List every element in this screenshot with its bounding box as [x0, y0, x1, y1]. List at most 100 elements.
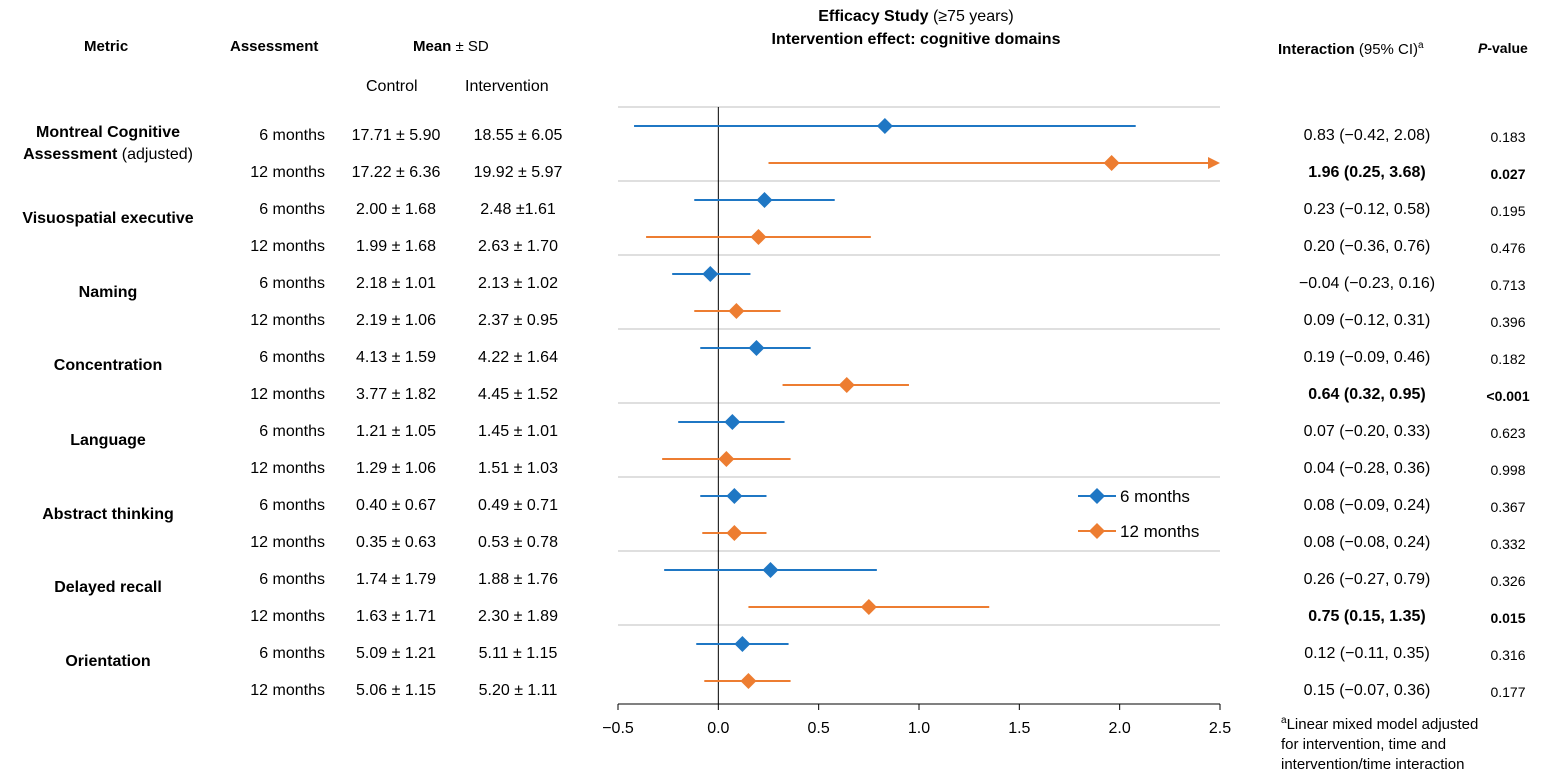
- pvalue-cell: 0.316: [1490, 647, 1526, 663]
- interaction-ci-cell: 0.08 (−0.09, 0.24): [1303, 497, 1431, 514]
- control-cell: 5.06 ± 1.15: [356, 682, 436, 699]
- x-tick-label: 0.0: [707, 720, 729, 737]
- title-age: (≥75 years): [928, 8, 1014, 25]
- interaction-ci-cell: 0.64 (0.32, 0.95): [1308, 386, 1426, 403]
- ci-arrow-head: [1208, 157, 1220, 169]
- assessment-cell: 12 months: [250, 312, 325, 329]
- pvalue-cell: 0.182: [1490, 351, 1526, 367]
- footnote-line-3: intervention/time interaction: [1281, 756, 1465, 773]
- interaction-ci-cell: 0.75 (0.15, 1.35): [1308, 608, 1426, 625]
- assessment-cell: 6 months: [259, 349, 325, 366]
- estimate-diamond: [860, 599, 877, 615]
- intervention-header: Intervention: [465, 78, 549, 95]
- estimate-diamond: [756, 192, 773, 208]
- pvalue-cell: 0.367: [1490, 499, 1526, 515]
- legend-label: 6 months: [1120, 487, 1190, 506]
- estimate-diamond: [726, 525, 743, 541]
- control-cell: 1.21 ± 1.05: [356, 423, 436, 440]
- assessment-cell: 6 months: [259, 571, 325, 588]
- legend-diamond: [1089, 488, 1105, 504]
- interaction-ci-label: (95% CI): [1354, 41, 1419, 58]
- metric-label-abstract-thinking: Abstract thinking: [42, 506, 174, 523]
- sd-label: ± SD: [451, 38, 489, 55]
- control-cell: 2.18 ± 1.01: [356, 275, 436, 292]
- assessment-cell: 12 months: [250, 460, 325, 477]
- footnote-mark: a: [1281, 715, 1287, 726]
- interaction-ci-cell: 0.23 (−0.12, 0.58): [1303, 201, 1431, 218]
- assessment-cell: 12 months: [250, 164, 325, 181]
- x-tick-label: 0.5: [808, 720, 830, 737]
- pvalue-cell: 0.326: [1490, 573, 1526, 589]
- intervention-cell: 1.51 ± 1.03: [478, 460, 558, 477]
- assessment-cell: 6 months: [259, 497, 325, 514]
- control-cell: 1.74 ± 1.79: [356, 571, 436, 588]
- control-cell: 0.35 ± 0.63: [356, 534, 436, 551]
- interaction-ci-cell: 0.26 (−0.27, 0.79): [1303, 571, 1431, 588]
- assessment-cell: 12 months: [250, 608, 325, 625]
- x-tick-label: −0.5: [602, 720, 634, 737]
- estimate-diamond: [750, 229, 767, 245]
- control-header: Control: [366, 78, 418, 95]
- metric-label-language: Language: [70, 432, 146, 449]
- pvalue-cell: 0.177: [1490, 684, 1526, 700]
- intervention-cell: 19.92 ± 5.97: [473, 164, 563, 181]
- intervention-cell: 2.63 ± 1.70: [478, 238, 558, 255]
- intervention-cell: 1.45 ± 1.01: [478, 423, 558, 440]
- estimate-diamond: [740, 673, 757, 689]
- pvalue-cell: 0.998: [1490, 462, 1526, 478]
- chart-title: Efficacy Study (≥75 years) Intervention …: [606, 8, 1226, 49]
- title-study: Efficacy Study: [818, 8, 929, 25]
- footnote-line-2: for intervention, time and: [1281, 736, 1447, 753]
- pvalue-cell: 0.476: [1490, 240, 1526, 256]
- mean-label: Mean: [413, 38, 452, 55]
- assessment-cell: 12 months: [250, 534, 325, 551]
- control-cell: 2.00 ± 1.68: [356, 201, 436, 218]
- estimate-diamond: [702, 266, 719, 282]
- metric-moca-assessment: Assessment: [23, 146, 118, 163]
- assessment-header: Assessment: [230, 38, 319, 55]
- metric-moca-line-2: Assessment (adjusted): [0, 144, 228, 166]
- interaction-ci-cell: 0.04 (−0.28, 0.36): [1303, 460, 1431, 477]
- estimate-diamond: [1103, 155, 1120, 171]
- metric-moca-line-1: Montreal Cognitive: [35, 124, 180, 141]
- mean-sd-header: Mean ± SD: [413, 38, 489, 55]
- intervention-cell: 1.88 ± 1.76: [478, 571, 558, 588]
- intervention-cell: 0.53 ± 0.78: [478, 534, 558, 551]
- intervention-cell: 4.22 ± 1.64: [478, 349, 558, 366]
- interaction-ci-cell: 0.19 (−0.09, 0.46): [1303, 349, 1431, 366]
- control-cell: 1.63 ± 1.71: [356, 608, 436, 625]
- interaction-ci-cell: 0.07 (−0.20, 0.33): [1303, 423, 1431, 440]
- estimate-diamond: [724, 414, 741, 430]
- footnote: aLinear mixed model adjusted for interve…: [1281, 711, 1478, 775]
- pvalue-suffix: -value: [1487, 40, 1528, 56]
- intervention-cell: 4.45 ± 1.52: [478, 386, 558, 403]
- metric-label-delayed-recall: Delayed recall: [54, 579, 162, 596]
- estimate-diamond: [726, 488, 743, 504]
- footnote-line-1-text: Linear mixed model adjusted: [1286, 716, 1479, 733]
- title-line-1: Efficacy Study (≥75 years): [606, 8, 1226, 26]
- interaction-header: Interaction (95% CI)a: [1278, 40, 1424, 58]
- interaction-ci-cell: 0.15 (−0.07, 0.36): [1303, 682, 1431, 699]
- metric-header: Metric: [84, 38, 129, 55]
- interaction-ci-cell: 0.12 (−0.11, 0.35): [1304, 645, 1430, 662]
- pvalue-cell: <0.001: [1486, 388, 1530, 404]
- intervention-cell: 2.30 ± 1.89: [478, 608, 558, 625]
- control-cell: 2.19 ± 1.06: [356, 312, 436, 329]
- x-tick-label: 1.0: [908, 720, 930, 737]
- control-cell: 3.77 ± 1.82: [356, 386, 436, 403]
- interaction-ci-cell: 0.09 (−0.12, 0.31): [1303, 312, 1431, 329]
- pvalue-cell: 0.332: [1490, 536, 1526, 552]
- pvalue-cell: 0.623: [1490, 425, 1526, 441]
- assessment-cell: 6 months: [259, 423, 325, 440]
- estimate-diamond: [734, 636, 751, 652]
- legend-label: 12 months: [1120, 522, 1199, 541]
- metric-label-moca: Montreal Cognitive Assessment (adjusted): [0, 122, 228, 166]
- metric-label-concentration: Concentration: [53, 357, 163, 374]
- pvalue-cell: 0.713: [1490, 277, 1526, 293]
- pvalue-cell: 0.015: [1490, 610, 1526, 626]
- assessment-cell: 12 months: [250, 238, 325, 255]
- control-cell: 17.71 ± 5.90: [351, 127, 441, 144]
- control-cell: 1.99 ± 1.68: [356, 238, 436, 255]
- intervention-cell: 18.55 ± 6.05: [473, 127, 563, 144]
- estimate-diamond: [838, 377, 855, 393]
